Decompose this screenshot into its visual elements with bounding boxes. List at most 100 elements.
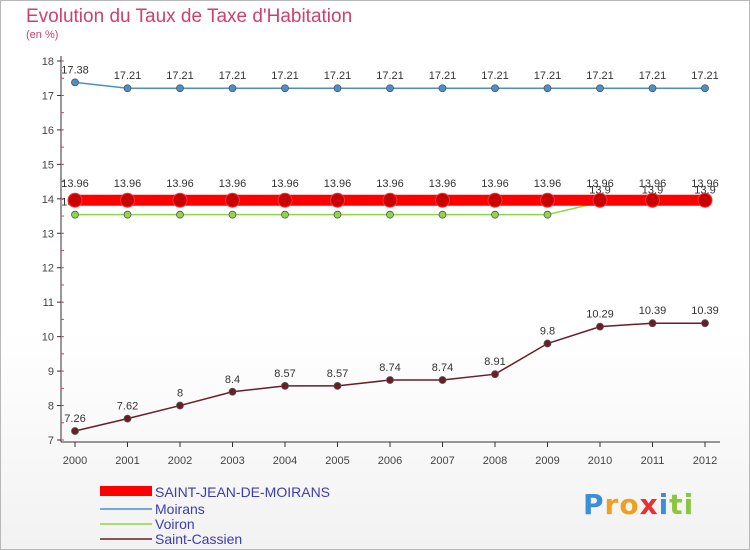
x-tick-label: 2008 — [483, 455, 507, 467]
legend-label: Moirans — [155, 501, 205, 517]
x-tick-label: 2007 — [430, 455, 454, 467]
data-label: 9.8 — [540, 326, 555, 338]
data-point — [543, 339, 552, 348]
data-point — [386, 84, 394, 93]
data-point — [438, 376, 447, 384]
data-label: 13.9 — [589, 184, 610, 196]
data-label: 8 — [177, 388, 183, 400]
data-label: 13.9 — [694, 184, 715, 196]
data-point — [435, 192, 450, 208]
data-point — [438, 84, 447, 93]
data-label: 10.29 — [586, 309, 614, 321]
proxiti-logo: Proxiti — [583, 488, 694, 521]
data-point — [123, 84, 132, 93]
data-label: 7.26 — [64, 413, 85, 425]
logo-letter: r — [604, 488, 620, 521]
data-label: 17.21 — [271, 70, 299, 82]
logo-letter: i — [683, 488, 695, 521]
data-point — [123, 210, 132, 219]
data-point — [228, 84, 237, 93]
data-point — [176, 401, 184, 410]
logo-letter: x — [639, 488, 659, 521]
axes: 7 8 9 10 11 12 13 14 15 16 17 18 2000 2001 2002 2003 200… — [42, 56, 720, 467]
data-point — [701, 319, 709, 328]
data-point — [697, 192, 713, 208]
logo-letter: t — [669, 488, 684, 521]
x-tick-label: 2011 — [641, 455, 665, 467]
data-label: 8.57 — [327, 368, 348, 380]
data-point — [176, 84, 184, 93]
data-point — [172, 192, 188, 208]
y-tick-label: 8 — [48, 401, 54, 413]
data-point — [71, 210, 79, 219]
data-point — [596, 84, 604, 93]
data-label: 17.21 — [376, 70, 404, 82]
legend-item: Moirans — [100, 501, 205, 517]
data-point — [225, 192, 240, 208]
legend-label: Saint-Cassien — [155, 531, 242, 547]
data-point — [596, 322, 604, 331]
data-point — [333, 382, 342, 390]
data-point — [491, 84, 499, 93]
legend-label: Voiron — [155, 516, 195, 532]
data-label: 13.96 — [61, 178, 89, 190]
x-tick-label: 2003 — [220, 455, 244, 467]
x-tick-label: 2005 — [325, 455, 349, 467]
series-layer: 17.38 17.21 17.21 17.21 17.21 17.21 17.21 17.21… — [61, 64, 719, 435]
logo-letter: i — [658, 488, 670, 521]
data-point — [330, 192, 345, 208]
data-label: 17.21 — [114, 70, 142, 82]
legend-swatch — [100, 486, 152, 496]
data-point — [386, 210, 394, 219]
legend: SAINT-JEAN-DE-MOIRANSMoiransVoironSaint-… — [100, 484, 330, 547]
data-point — [120, 192, 135, 208]
x-tick-label: 2012 — [693, 455, 717, 467]
data-point — [281, 84, 289, 93]
data-point — [67, 192, 83, 208]
series-saint-cassien: 7.26 7.62 8 8.4 8.57 8.57 8.74 8.74 8.91 9.8 10.29… — [64, 305, 719, 435]
logo-letter: P — [583, 488, 605, 521]
chart-subtitle: (en %) — [26, 29, 59, 41]
x-tick-label: 2010 — [588, 455, 612, 467]
data-label: 13.96 — [271, 178, 299, 190]
data-point — [277, 192, 293, 208]
data-point — [543, 84, 552, 93]
data-label: 10.39 — [691, 305, 719, 317]
data-label: 17.21 — [534, 70, 562, 82]
series-saint-jean-de-moirans: 13.96 13.96 13.96 13.96 13.96 13.96 13.96 13.96… — [61, 178, 719, 208]
data-label: 8.74 — [432, 362, 453, 374]
data-point — [176, 210, 184, 219]
logo-letter: o — [619, 488, 640, 521]
data-point — [281, 382, 289, 390]
data-point — [333, 84, 342, 93]
x-tick-label: 2001 — [115, 455, 139, 467]
chart-title: Evolution du Taux de Taxe d'Habitation — [26, 6, 353, 27]
data-point — [123, 414, 132, 423]
y-tick-label: 15 — [42, 159, 54, 171]
data-label: 13.96 — [586, 178, 614, 190]
series-moirans: 17.38 17.21 17.21 17.21 17.21 17.21 17.21 17.21… — [61, 64, 719, 93]
data-point — [382, 192, 398, 208]
y-tick-label: 11 — [43, 297, 54, 309]
data-label: 17.38 — [61, 64, 89, 76]
data-label: 8.4 — [225, 374, 240, 386]
legend-label: SAINT-JEAN-DE-MOIRANS — [155, 484, 330, 500]
data-point — [543, 210, 552, 219]
data-label: 13.96 — [481, 178, 509, 190]
y-tick-label: 10 — [42, 332, 54, 344]
y-tick-label: 7 — [48, 435, 54, 447]
y-tick-label: 9 — [48, 366, 54, 378]
data-label: 13.96 — [114, 178, 142, 190]
data-label: 8.74 — [379, 362, 400, 374]
data-label: 10.39 — [639, 305, 667, 317]
data-label: 17.21 — [691, 70, 719, 82]
data-point — [438, 210, 447, 219]
data-point — [386, 376, 394, 384]
data-point — [491, 210, 499, 219]
data-point — [71, 78, 79, 87]
data-label: 13.96 — [166, 178, 194, 190]
data-point — [645, 192, 660, 208]
x-tick-label: 2000 — [63, 455, 87, 467]
